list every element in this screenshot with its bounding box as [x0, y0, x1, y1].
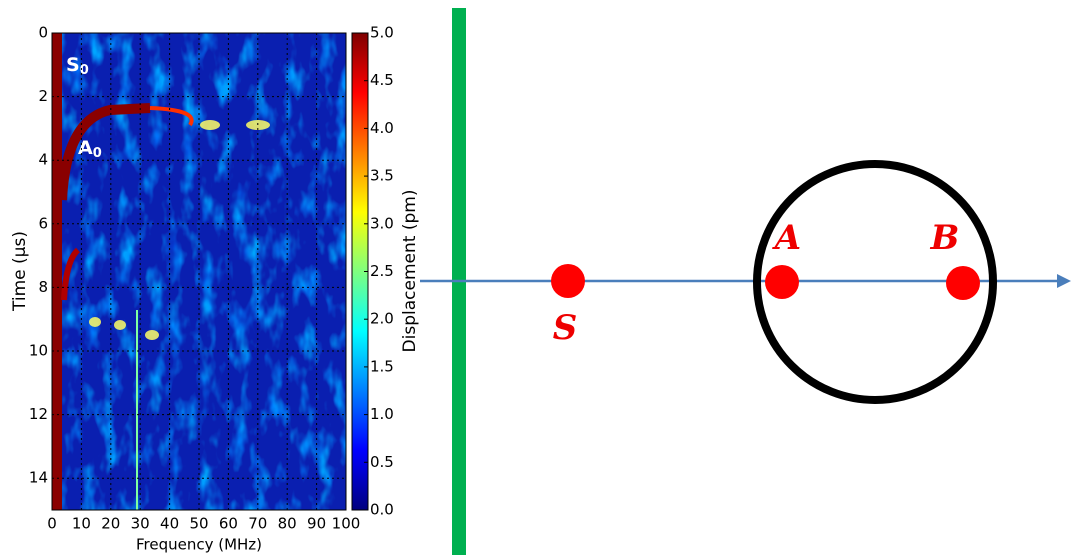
- colorbar-tick-label: 0.5: [370, 453, 394, 471]
- point: [551, 264, 585, 298]
- circle: [753, 160, 997, 404]
- heatmap-spots: [89, 120, 270, 340]
- y-tick-label: 14: [29, 469, 48, 487]
- point: [765, 265, 799, 299]
- colorbar-tick-label: 2.0: [370, 310, 394, 328]
- x-tick-label: 10: [72, 515, 91, 533]
- colorbar-tick-label: 2.5: [370, 262, 394, 280]
- y-axis-label: Time (μs): [10, 231, 30, 312]
- x-tick-label: 20: [101, 515, 120, 533]
- point: [946, 266, 980, 300]
- y-tick-label: 12: [29, 405, 48, 423]
- colorbar-tick-label: 3.5: [370, 167, 394, 185]
- annotation: S0: [66, 54, 89, 78]
- colorbar-tick-label: 4.0: [370, 119, 394, 137]
- x-tick-label: 60: [219, 515, 238, 533]
- point-label: B: [930, 218, 960, 258]
- colorbar-tick-label: 1.0: [370, 405, 394, 423]
- x-tick-label: 0: [47, 515, 57, 533]
- y-tick-label: 0: [38, 24, 48, 42]
- x-tick-label: 90: [307, 515, 326, 533]
- x-tick-label: 40: [160, 515, 179, 533]
- colorbar-tick-label: 0.0: [370, 501, 394, 519]
- arrow-head: [1057, 274, 1071, 288]
- y-tick-label: 8: [38, 278, 48, 296]
- x-tick-label: 30: [131, 515, 150, 533]
- x-tick-label: 50: [189, 515, 208, 533]
- heatmap-ridge: [61, 247, 81, 301]
- diagram: S A B: [420, 8, 1071, 555]
- x-tick-label: 80: [278, 515, 297, 533]
- y-tick-label: 6: [38, 214, 48, 232]
- x-tick-label: 100: [332, 515, 361, 533]
- y-tick-label: 2: [38, 87, 48, 105]
- x-tick-label: 70: [248, 515, 267, 533]
- y-tick-label: 10: [29, 342, 48, 360]
- colorbar-tick-label: 1.5: [370, 357, 394, 375]
- point-label: A: [772, 218, 801, 258]
- colorbar-tick-label: 4.5: [370, 71, 394, 89]
- point-label: S: [553, 308, 578, 348]
- y-tick-label: 4: [38, 151, 48, 169]
- heatmap-ridge: [52, 33, 62, 510]
- colorbar-label: Displacement (pm): [400, 190, 420, 353]
- heatmap-ridge: [57, 103, 151, 201]
- colorbar-tick-label: 3.0: [370, 214, 394, 232]
- heatmap-panel: S0 A0 Frequency (MHz) Time (μs) Displace…: [10, 24, 420, 554]
- x-axis-label: Frequency (MHz): [136, 536, 262, 554]
- colorbar-tick-label: 5.0: [370, 24, 394, 42]
- heatmap-ridge: [149, 106, 194, 127]
